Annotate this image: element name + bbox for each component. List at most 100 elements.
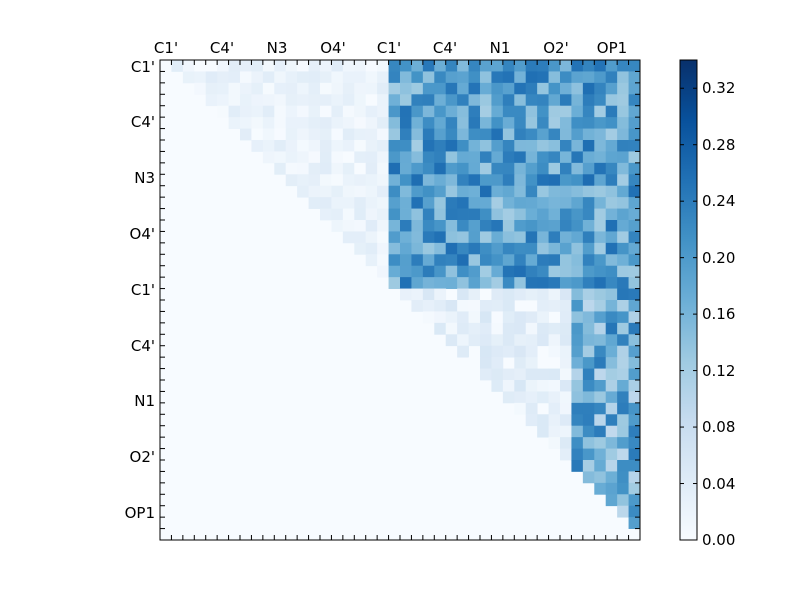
heatmap-cell bbox=[354, 242, 367, 255]
heatmap-cell bbox=[422, 300, 435, 312]
y-tick-label: C1' bbox=[131, 281, 155, 299]
heatmap-cell bbox=[594, 277, 607, 289]
heatmap-cell bbox=[457, 71, 469, 84]
heatmap-cell bbox=[457, 288, 469, 301]
heatmap-cell bbox=[571, 60, 584, 72]
heatmap-cell bbox=[468, 140, 481, 152]
heatmap-cell bbox=[628, 414, 641, 427]
heatmap-cell bbox=[571, 277, 584, 289]
heatmap-cell bbox=[594, 471, 607, 484]
heatmap-cell bbox=[525, 402, 538, 415]
heatmap-cell bbox=[491, 311, 504, 324]
heatmap-cell bbox=[594, 60, 607, 72]
heatmap-cell bbox=[582, 391, 595, 404]
heatmap-cell bbox=[251, 60, 264, 72]
heatmap-cell bbox=[582, 265, 595, 278]
heatmap-cell bbox=[422, 60, 435, 72]
heatmap-cell bbox=[377, 174, 389, 187]
heatmap-cell bbox=[365, 220, 378, 232]
heatmap-cell bbox=[594, 162, 607, 175]
heatmap-cell bbox=[377, 185, 389, 198]
heatmap-cell bbox=[514, 402, 527, 415]
colorbar-tick-label: 0.16 bbox=[702, 305, 735, 323]
heatmap-cell bbox=[582, 197, 595, 209]
heatmap-cell bbox=[320, 71, 332, 84]
heatmap-cell bbox=[537, 254, 549, 267]
heatmap-cell bbox=[514, 311, 527, 324]
heatmap-cell bbox=[365, 208, 378, 221]
heatmap-cell bbox=[240, 60, 252, 72]
heatmap-cell bbox=[445, 220, 458, 232]
heatmap-cell bbox=[514, 391, 527, 404]
heatmap-cell bbox=[594, 140, 607, 152]
heatmap-cell bbox=[571, 82, 584, 95]
heatmap-cell bbox=[354, 208, 367, 221]
heatmap-cell bbox=[365, 254, 378, 267]
heatmap-cell bbox=[514, 60, 527, 72]
heatmap-cell bbox=[605, 231, 618, 244]
heatmap-cell bbox=[320, 60, 332, 72]
heatmap-cell bbox=[594, 460, 607, 472]
colorbar-tick-label: 0.12 bbox=[702, 362, 735, 380]
heatmap-cell bbox=[594, 265, 607, 278]
heatmap-cell bbox=[571, 231, 584, 244]
heatmap-cell bbox=[571, 334, 584, 347]
heatmap-cell bbox=[434, 162, 447, 175]
heatmap-cell bbox=[491, 300, 504, 312]
heatmap-cell bbox=[594, 334, 607, 347]
colorbar-tick-label: 0.00 bbox=[702, 531, 735, 549]
heatmap-cell bbox=[537, 140, 549, 152]
heatmap-cell bbox=[502, 391, 515, 404]
heatmap-cell bbox=[480, 231, 492, 244]
heatmap-cell bbox=[628, 334, 641, 347]
heatmap-cell bbox=[262, 128, 275, 141]
heatmap-cell bbox=[274, 60, 287, 72]
heatmap-cell bbox=[560, 334, 572, 347]
heatmap-cell bbox=[560, 300, 572, 312]
heatmap-cell bbox=[628, 494, 641, 507]
heatmap-cell bbox=[514, 220, 527, 232]
heatmap-cell bbox=[285, 71, 298, 84]
heatmap-cell bbox=[445, 242, 458, 255]
heatmap-cell bbox=[525, 185, 538, 198]
y-tick-label: O2' bbox=[130, 448, 155, 466]
heatmap-cell bbox=[457, 345, 469, 358]
heatmap-cell bbox=[331, 60, 344, 72]
heatmap-cell bbox=[468, 151, 481, 164]
heatmap-cell bbox=[354, 162, 367, 175]
heatmap-cell bbox=[628, 482, 641, 495]
heatmap-cell bbox=[388, 140, 401, 152]
heatmap-cell bbox=[354, 185, 367, 198]
heatmap-cell bbox=[342, 185, 355, 198]
heatmap-cell bbox=[445, 82, 458, 95]
heatmap-cell bbox=[571, 402, 584, 415]
heatmap-cell bbox=[388, 71, 401, 84]
heatmap-cell bbox=[617, 162, 629, 175]
heatmap-cell bbox=[240, 82, 252, 95]
heatmap-cell bbox=[320, 94, 332, 107]
heatmap-cell bbox=[605, 162, 618, 175]
heatmap-cell bbox=[411, 174, 424, 187]
heatmap-cell bbox=[377, 208, 389, 221]
heatmap-cell bbox=[571, 140, 584, 152]
heatmap-cell bbox=[388, 185, 401, 198]
heatmap-cell bbox=[205, 71, 218, 84]
heatmap-cell bbox=[525, 254, 538, 267]
heatmap-cell bbox=[628, 471, 641, 484]
heatmap-cell bbox=[194, 71, 207, 84]
heatmap-cell bbox=[400, 60, 412, 72]
heatmap-cell bbox=[388, 254, 401, 267]
heatmap-cell bbox=[457, 242, 469, 255]
heatmap-cell bbox=[205, 60, 218, 72]
heatmap-cell bbox=[445, 265, 458, 278]
heatmap-cell bbox=[571, 288, 584, 301]
heatmap-cell bbox=[502, 277, 515, 289]
y-tick-label: N3 bbox=[134, 169, 155, 187]
heatmap-cell bbox=[502, 368, 515, 381]
heatmap-cell bbox=[411, 220, 424, 232]
heatmap-cell bbox=[411, 162, 424, 175]
heatmap-cell bbox=[445, 334, 458, 347]
heatmap-cell bbox=[537, 60, 549, 72]
heatmap-cell bbox=[605, 437, 618, 449]
